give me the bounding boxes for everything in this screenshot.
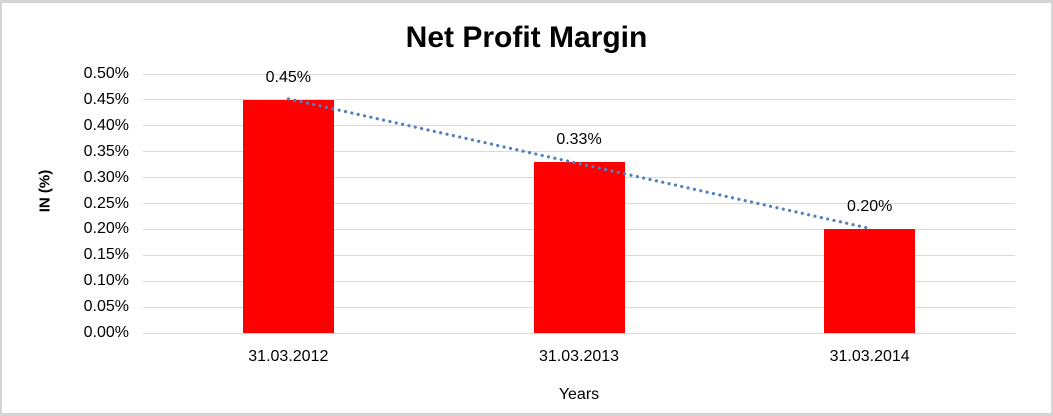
y-tick-label: 0.15% xyxy=(83,246,129,264)
x-category-label: 31.03.2014 xyxy=(829,348,910,365)
y-tick-label: 0.45% xyxy=(83,90,129,108)
y-tick-label: 0.10% xyxy=(83,272,129,290)
x-category-label: 31.03.2012 xyxy=(248,348,329,365)
x-axis-title: Years xyxy=(558,386,600,403)
bar xyxy=(824,229,916,333)
y-tick-label: 0.25% xyxy=(83,194,129,212)
y-tick-label: 0.40% xyxy=(83,116,129,134)
data-labels-layer: 0.45% 0.33% 0.20% xyxy=(2,3,1051,413)
x-axis-tick-labels: 31.03.2012 31.03.2013 31.03.2014 xyxy=(2,3,1051,413)
y-tick-label: 0.20% xyxy=(83,220,129,238)
y-tick-label: 0.05% xyxy=(83,298,129,316)
bar-data-label: 0.33% xyxy=(556,131,602,149)
bar-data-label: 0.45% xyxy=(265,68,312,86)
chart-title: Net Profit Margin xyxy=(405,21,648,54)
y-axis-tick-labels: 0.50% 0.45% 0.40% 0.35% 0.30% 0.25% 0.20% 0.15%… xyxy=(2,3,1051,413)
y-tick-label: 0.50% xyxy=(83,65,129,82)
bar-data-label: 0.20% xyxy=(846,198,893,216)
gridline xyxy=(143,332,1015,334)
gridline xyxy=(143,73,1015,75)
y-tick-label: 0.00% xyxy=(83,324,129,341)
y-tick-label: 0.35% xyxy=(83,142,129,160)
y-tick-label: 0.30% xyxy=(83,168,129,186)
x-category-label: 31.03.2013 xyxy=(538,348,620,365)
